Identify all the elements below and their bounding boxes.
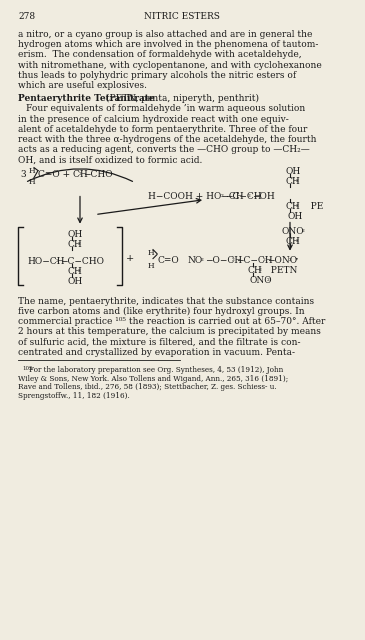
Text: ₂: ₂: [296, 175, 299, 184]
Text: PETN: PETN: [265, 266, 297, 275]
Text: ONO: ONO: [249, 276, 272, 285]
Text: Rave and Tollens, ibid., 276, 58 (1893); Stettbacher, Z. ges. Schiess- u.: Rave and Tollens, ibid., 276, 58 (1893);…: [18, 383, 277, 392]
Text: ₂: ₂: [221, 191, 224, 198]
Text: thus leads to polyhydric primary alcohols the nitric esters of: thus leads to polyhydric primary alcohol…: [18, 71, 296, 80]
Text: ₂: ₂: [79, 168, 82, 177]
Text: ₂: ₂: [263, 255, 266, 262]
Text: a nitro, or a cyano group is also attached and are in general the: a nitro, or a cyano group is also attach…: [18, 30, 312, 39]
Text: CH: CH: [248, 266, 263, 275]
Text: centrated and crystallized by evaporation in vacuum. Penta-: centrated and crystallized by evaporatio…: [18, 348, 295, 356]
Text: H: H: [148, 248, 155, 257]
Text: react with the three α-hydrogens of the acetaldehyde, the fourth: react with the three α-hydrogens of the …: [18, 135, 316, 144]
Text: (PETN, penta, niperyth, penthrit): (PETN, penta, niperyth, penthrit): [103, 94, 259, 103]
Text: ₂: ₂: [78, 239, 81, 246]
Text: HO−CH: HO−CH: [27, 257, 65, 266]
Text: with nitromethane, with cyclopentanone, and with cyclohexanone: with nitromethane, with cyclopentanone, …: [18, 61, 322, 70]
Text: C=O + CH: C=O + CH: [38, 170, 88, 179]
Text: −C−CH: −C−CH: [236, 255, 273, 264]
Text: OH: OH: [68, 230, 83, 239]
Text: Four equivalents of formaldehyde ’in warm aqueous solution: Four equivalents of formaldehyde ’in war…: [26, 104, 305, 113]
Text: 105: 105: [22, 366, 32, 371]
Text: 278: 278: [18, 12, 35, 21]
Text: −C−CH: −C−CH: [225, 191, 262, 200]
Text: −C−CHO: −C−CHO: [60, 257, 104, 266]
Text: ONO: ONO: [282, 227, 305, 236]
Text: C=O: C=O: [157, 255, 179, 264]
Text: acts as a reducing agent, converts the —CHO group to —CH₂—: acts as a reducing agent, converts the —…: [18, 145, 310, 154]
Text: H: H: [148, 262, 155, 269]
Text: Sprengstoffw., 11, 182 (1916).: Sprengstoffw., 11, 182 (1916).: [18, 392, 130, 400]
Text: •: •: [294, 257, 298, 262]
Text: ₂: ₂: [296, 200, 299, 209]
Text: ₂: ₂: [296, 236, 299, 244]
Text: H−COOH + HO−CH: H−COOH + HO−CH: [148, 191, 243, 200]
Text: ₂: ₂: [259, 264, 262, 273]
Text: CH: CH: [67, 239, 82, 248]
Text: erism.  The condensation of formaldehyde with acetaldehyde,: erism. The condensation of formaldehyde …: [18, 51, 301, 60]
Text: +: +: [126, 253, 134, 262]
Text: For the laboratory preparation see Org. Syntheses, 4, 53 (1912), John: For the laboratory preparation see Org. …: [29, 366, 283, 374]
Text: ₂: ₂: [248, 191, 251, 198]
Text: CH: CH: [285, 202, 300, 211]
Text: ₂: ₂: [56, 255, 59, 264]
Text: OH, and is itself oxidized to formic acid.: OH, and is itself oxidized to formic aci…: [18, 156, 202, 164]
Text: 3: 3: [20, 170, 26, 179]
Text: ₂: ₂: [289, 255, 292, 262]
Text: The name, pentaerythrite, indicates that the substance contains: The name, pentaerythrite, indicates that…: [18, 296, 314, 306]
Text: −OH: −OH: [252, 191, 275, 200]
Text: which are useful explosives.: which are useful explosives.: [18, 81, 147, 90]
Text: CH: CH: [67, 267, 82, 276]
Text: ₂: ₂: [267, 275, 270, 283]
Text: −O−CH: −O−CH: [205, 255, 242, 264]
Text: commercial practice ¹⁰⁵ the reaction is carried out at 65–70°. After: commercial practice ¹⁰⁵ the reaction is …: [18, 317, 325, 326]
Text: ₂: ₂: [302, 226, 305, 234]
Text: of sulfuric acid, the mixture is filtered, and the filtrate is con-: of sulfuric acid, the mixture is filtere…: [18, 337, 300, 346]
Text: NITRIC ESTERS: NITRIC ESTERS: [144, 12, 220, 21]
Text: alent of acetaldehyde to form pentaerythrite. Three of the four: alent of acetaldehyde to form pentaeryth…: [18, 125, 307, 134]
Text: CH: CH: [285, 177, 300, 186]
Text: CH: CH: [285, 237, 300, 246]
Text: OH: OH: [287, 212, 302, 221]
Text: hydrogen atoms which are involved in the phenomena of tautom-: hydrogen atoms which are involved in the…: [18, 40, 318, 49]
Text: H: H: [29, 178, 36, 186]
Text: OH: OH: [285, 166, 300, 175]
Text: H: H: [29, 166, 36, 175]
Text: ₂: ₂: [232, 255, 235, 262]
Text: ₂: ₂: [78, 266, 81, 274]
Text: Wiley & Sons, New York. Also Tollens and Wigand, Ann., 265, 316 (1891);: Wiley & Sons, New York. Also Tollens and…: [18, 374, 288, 383]
Text: PE: PE: [302, 202, 323, 211]
Text: ₂: ₂: [201, 255, 204, 262]
Text: in the presence of calcium hydroxide react with one equiv-: in the presence of calcium hydroxide rea…: [18, 115, 289, 124]
Text: −ONO: −ONO: [267, 255, 297, 264]
Text: Pentaerythrite Tetranitrate: Pentaerythrite Tetranitrate: [18, 94, 155, 103]
Text: NO: NO: [188, 255, 203, 264]
Text: five carbon atoms and (like erythrite) four hydroxyl groups. In: five carbon atoms and (like erythrite) f…: [18, 307, 305, 316]
Text: 2 hours at this temperature, the calcium is precipitated by means: 2 hours at this temperature, the calcium…: [18, 327, 321, 336]
Text: OH: OH: [68, 276, 83, 285]
Text: −CHO: −CHO: [83, 170, 113, 179]
